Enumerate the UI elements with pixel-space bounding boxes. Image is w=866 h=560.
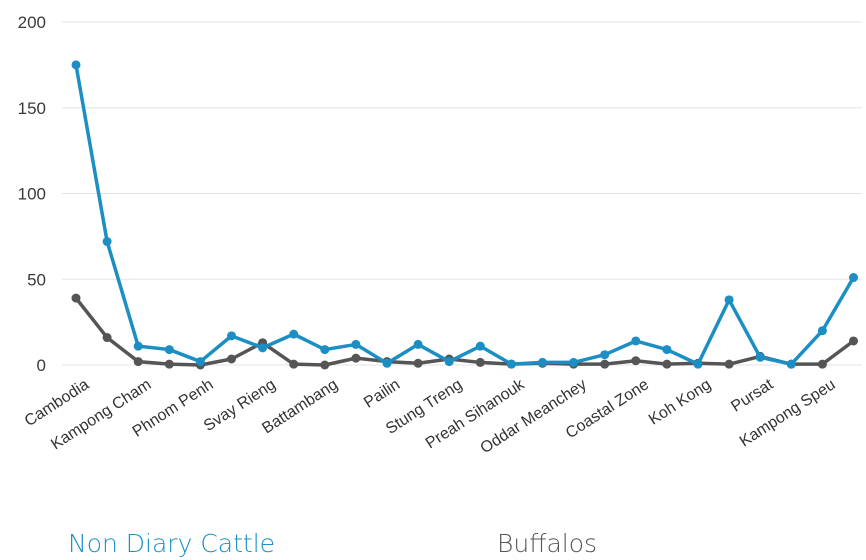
data-point-non-diary-cattle <box>227 331 236 341</box>
data-point-non-diary-cattle <box>382 358 392 368</box>
y-tick-label: 0 <box>37 356 46 375</box>
data-point-buffalos <box>849 336 858 346</box>
data-point-non-diary-cattle <box>258 343 268 353</box>
data-point-non-diary-cattle <box>320 345 330 355</box>
data-point-buffalos <box>71 293 81 303</box>
data-point-non-diary-cattle <box>693 359 703 369</box>
data-point-buffalos <box>600 359 610 369</box>
data-point-non-diary-cattle <box>786 359 796 369</box>
y-tick-label: 200 <box>18 13 46 32</box>
legend: Non Diary Cattle Buffalos <box>68 529 597 558</box>
data-point-non-diary-cattle <box>600 350 610 360</box>
series-non-diary-cattle <box>71 60 858 369</box>
series-lines <box>71 60 858 370</box>
data-point-buffalos <box>133 357 143 367</box>
data-point-non-diary-cattle <box>444 357 454 367</box>
data-point-non-diary-cattle <box>631 336 641 346</box>
x-tick-label: Pailin <box>361 376 403 412</box>
data-point-non-diary-cattle <box>133 341 143 351</box>
data-point-buffalos <box>817 359 827 369</box>
y-axis-ticks: 0 50 100 150 200 <box>18 13 46 375</box>
data-point-non-diary-cattle <box>755 352 765 362</box>
data-point-non-diary-cattle <box>195 357 205 367</box>
x-tick-label: Pursat <box>728 376 777 416</box>
data-point-non-diary-cattle <box>289 329 299 339</box>
data-point-buffalos <box>320 360 330 370</box>
data-point-non-diary-cattle <box>71 60 81 70</box>
data-point-non-diary-cattle <box>102 237 112 247</box>
legend-entry-non-diary-cattle: Non Diary Cattle <box>68 529 275 558</box>
y-tick-label: 150 <box>18 99 46 118</box>
data-point-non-diary-cattle <box>475 341 485 351</box>
y-tick-label: 100 <box>18 185 46 204</box>
gridlines <box>62 21 862 366</box>
series-line-non-diary-cattle <box>74 63 856 366</box>
data-point-non-diary-cattle <box>164 345 174 355</box>
data-point-buffalos <box>227 354 236 364</box>
data-point-buffalos <box>351 353 361 363</box>
data-point-non-diary-cattle <box>724 295 734 305</box>
data-point-non-diary-cattle <box>849 273 858 283</box>
data-point-buffalos <box>413 358 423 368</box>
series-line-buffalos <box>74 296 856 367</box>
y-tick-label: 50 <box>27 270 46 289</box>
data-point-non-diary-cattle <box>538 357 547 367</box>
x-tick-label: Oddar Meanchey <box>478 376 590 457</box>
data-point-non-diary-cattle <box>413 339 423 349</box>
data-point-buffalos <box>662 359 672 369</box>
data-point-non-diary-cattle <box>351 339 361 349</box>
data-point-non-diary-cattle <box>662 345 672 355</box>
data-point-buffalos <box>289 359 299 369</box>
data-point-buffalos <box>631 356 641 366</box>
x-tick-label: Koh Kong <box>646 376 714 429</box>
legend-entry-buffalos: Buffalos <box>497 529 597 558</box>
data-point-buffalos <box>724 359 734 369</box>
data-point-buffalos <box>102 333 112 343</box>
data-point-non-diary-cattle <box>569 357 579 367</box>
data-point-non-diary-cattle <box>506 359 516 369</box>
data-point-buffalos <box>475 357 485 367</box>
data-point-non-diary-cattle <box>817 326 827 336</box>
data-point-buffalos <box>164 359 174 369</box>
